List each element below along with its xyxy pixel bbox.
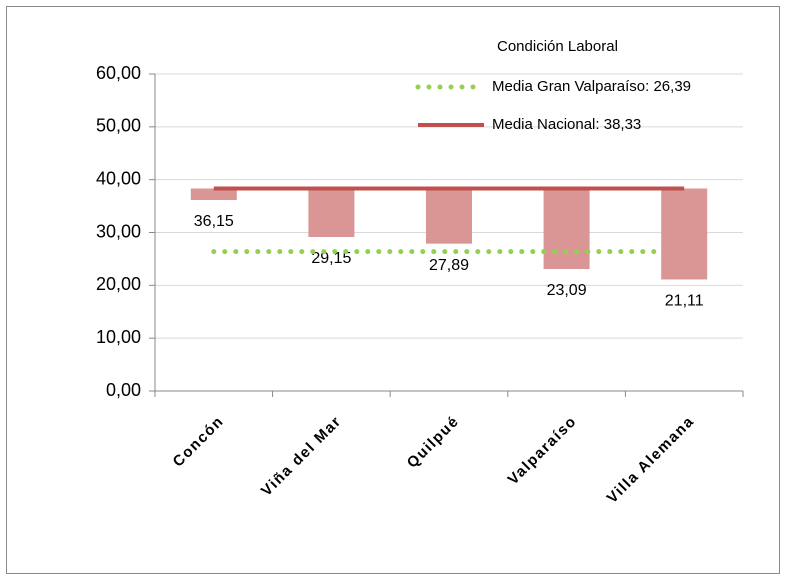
- data-label: 21,11: [665, 293, 704, 310]
- y-tick-label: 30,00: [96, 221, 141, 241]
- data-label: 27,89: [429, 257, 469, 274]
- bar: [661, 188, 708, 280]
- y-tick-label: 50,00: [96, 116, 141, 136]
- data-label: 23,09: [547, 282, 587, 299]
- y-tick-label: 40,00: [96, 168, 141, 188]
- data-label: 29,15: [311, 250, 351, 267]
- y-tick-label: 10,00: [96, 327, 141, 347]
- bar: [426, 188, 472, 244]
- chart-border: [6, 6, 780, 574]
- legend-label: Media Nacional: 38,33: [492, 116, 641, 133]
- bar: [543, 188, 590, 270]
- legend-label: Media Gran Valparaíso: 26,39: [492, 78, 691, 95]
- y-tick-label: 20,00: [96, 274, 141, 294]
- y-tick-label: 60,00: [96, 63, 141, 83]
- bar: [190, 188, 237, 201]
- legend-title: Condición Laboral: [497, 38, 618, 55]
- data-label: 36,15: [194, 213, 234, 230]
- y-tick-label: 0,00: [106, 380, 141, 400]
- bar: [308, 188, 355, 237]
